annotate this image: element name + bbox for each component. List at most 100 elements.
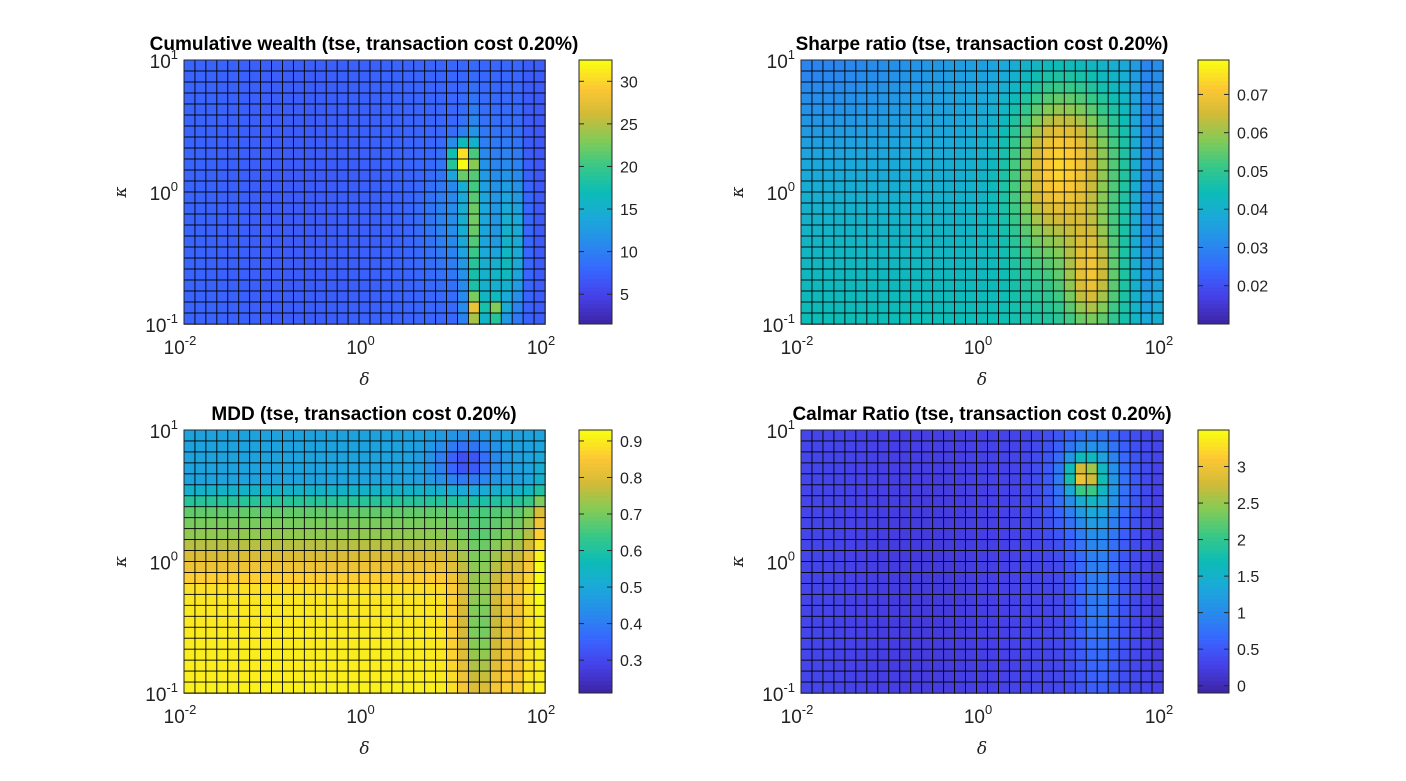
colorbar-segment — [1198, 154, 1229, 160]
colorbar-segment — [1198, 253, 1229, 259]
heatmap-cell — [522, 440, 535, 453]
heatmap-cell — [424, 473, 437, 486]
heatmap-cell — [1096, 114, 1109, 127]
heatmap-cell — [1030, 70, 1044, 83]
tick-base: 10 — [781, 707, 802, 728]
heatmap-cell — [435, 462, 448, 475]
colorbar-segment — [579, 643, 612, 649]
chart-title: MDD (tse, transaction cost 0.20%) — [211, 404, 516, 425]
heatmap-cell — [369, 615, 382, 628]
heatmap-cell — [446, 429, 459, 442]
heatmap-cell — [1085, 246, 1098, 259]
heatmap-cell — [822, 637, 835, 650]
heatmap-cell — [1008, 539, 1022, 552]
heatmap-cell — [954, 169, 967, 182]
heatmap-cell — [413, 615, 426, 628]
heatmap-cell — [511, 637, 524, 650]
heatmap-cell — [1008, 528, 1022, 541]
heatmap-cell — [391, 440, 404, 453]
heatmap-cell — [1063, 451, 1076, 464]
heatmap-cell — [227, 484, 240, 497]
heatmap-cell — [238, 136, 251, 149]
heatmap-cell — [511, 528, 524, 541]
heatmap-cell — [413, 561, 426, 574]
heatmap-cell — [194, 191, 207, 204]
heatmap-cell — [435, 495, 448, 508]
heatmap-cell — [888, 224, 901, 237]
heatmap-cell — [424, 92, 437, 105]
heatmap-cell — [489, 626, 502, 639]
heatmap-cell — [910, 604, 923, 618]
colorbar-tick-label: 20 — [620, 159, 638, 176]
heatmap-cell — [833, 670, 846, 683]
heatmap-cell — [1063, 484, 1076, 497]
heatmap-cell — [998, 246, 1011, 259]
heatmap-cell — [954, 180, 967, 193]
y-axis-label: κ — [728, 556, 748, 568]
heatmap-cell — [369, 659, 382, 672]
heatmap-cell — [467, 279, 481, 292]
heatmap-cell — [1107, 158, 1120, 171]
heatmap-cell — [380, 582, 393, 596]
heatmap-cell — [435, 279, 448, 292]
heatmap-cell — [1096, 257, 1109, 270]
heatmap-cell — [511, 70, 524, 83]
heatmap-cell — [424, 550, 437, 563]
heatmap-cell — [866, 659, 879, 672]
heatmap-cell — [1008, 125, 1022, 138]
heatmap-cell — [1107, 648, 1120, 661]
x-tick-label: 102 — [1145, 333, 1173, 359]
heatmap-cell — [303, 158, 317, 171]
colorbar-segment — [579, 159, 612, 164]
heatmap-cell — [380, 462, 393, 475]
colorbar-segment — [579, 303, 612, 308]
heatmap-cell — [833, 301, 846, 314]
heatmap-cell — [424, 158, 437, 171]
heatmap-cell — [314, 301, 327, 314]
heatmap-cell — [227, 224, 240, 237]
heatmap-cell — [446, 235, 459, 248]
heatmap-cell — [811, 301, 824, 314]
heatmap-cell — [1096, 92, 1109, 105]
heatmap-cell — [1118, 626, 1131, 639]
heatmap-cell — [1030, 604, 1044, 618]
heatmap-cell — [314, 539, 327, 552]
heatmap-cell — [1096, 473, 1109, 486]
heatmap-cell — [844, 290, 857, 303]
heatmap-cell — [271, 268, 284, 281]
heatmap-cell — [800, 440, 813, 453]
heatmap-cell — [932, 191, 945, 204]
heatmap-cell — [943, 604, 956, 618]
heatmap-cell — [282, 158, 295, 171]
heatmap-cell — [987, 169, 1000, 182]
heatmap-cell — [391, 125, 404, 138]
heatmap-cell — [910, 681, 923, 694]
heatmap-cell — [227, 440, 240, 453]
heatmap-cell — [183, 158, 196, 171]
heatmap-cell — [1041, 582, 1055, 596]
heatmap-cell — [336, 246, 349, 259]
heatmap-cell — [1074, 615, 1087, 628]
heatmap-cell — [1151, 528, 1164, 541]
heatmap-cell — [424, 125, 437, 138]
heatmap-cell — [292, 312, 306, 325]
heatmap-cell — [183, 235, 196, 248]
heatmap-cell — [216, 528, 229, 541]
heatmap-cell — [866, 81, 879, 94]
heatmap-cell — [1151, 191, 1164, 204]
heatmap-cell — [932, 103, 945, 116]
heatmap-cell — [216, 561, 229, 574]
colorbar-segment — [579, 204, 612, 209]
heatmap-cell — [800, 257, 813, 270]
heatmap-cell — [500, 637, 513, 650]
heatmap-cell — [358, 429, 371, 442]
heatmap-cell — [1140, 462, 1153, 475]
heatmap-cell — [271, 615, 284, 628]
heatmap-cell — [1085, 136, 1098, 149]
heatmap-cell — [205, 268, 218, 281]
heatmap-cell — [500, 484, 513, 497]
heatmap-cell — [489, 59, 502, 72]
heatmap-cell — [446, 440, 459, 453]
heatmap-cell — [998, 659, 1011, 672]
heatmap-cell — [1096, 670, 1109, 683]
